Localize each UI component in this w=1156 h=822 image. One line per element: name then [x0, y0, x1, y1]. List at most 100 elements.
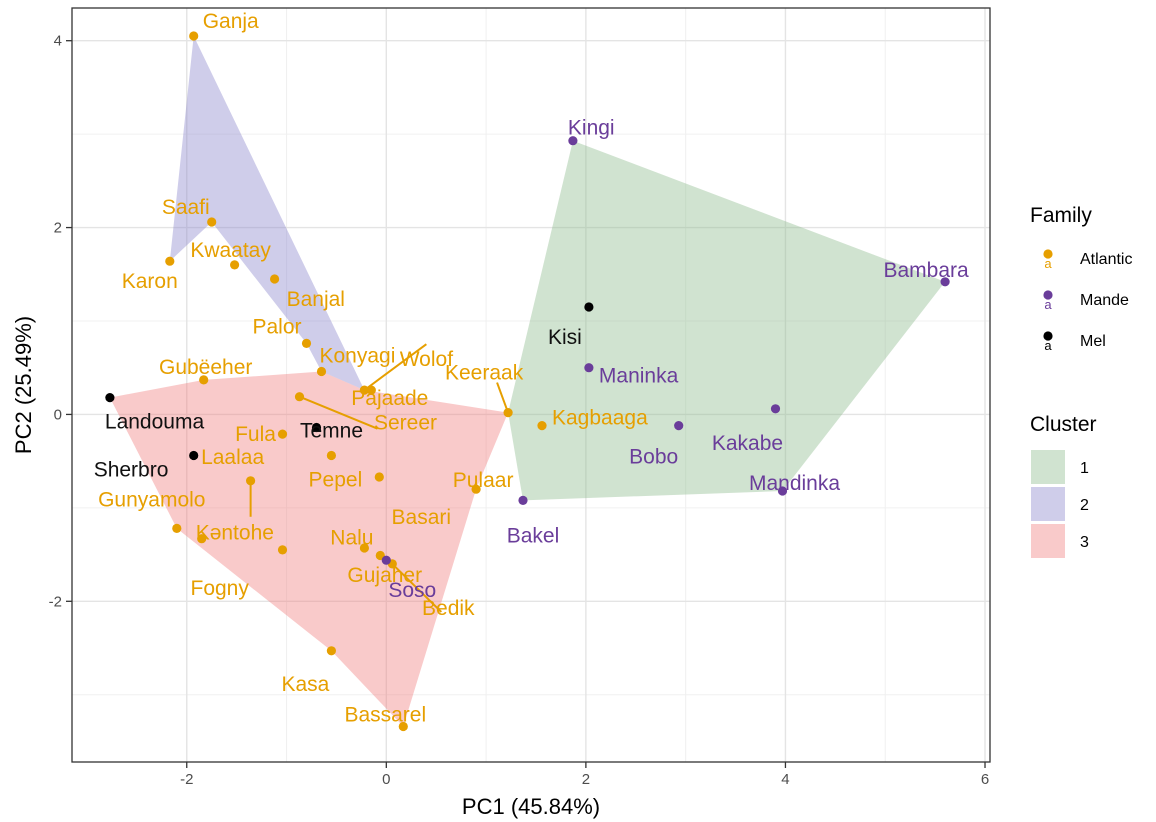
point-label: Kisi — [548, 326, 582, 349]
point-label: Maninka — [599, 365, 679, 388]
point-label: Gubëeher — [159, 356, 252, 379]
legend-key-atlantic — [1043, 249, 1053, 259]
point-label: Pajaade — [351, 387, 428, 410]
point-label: Kwaatay — [190, 239, 271, 262]
legend-key-mande — [1043, 290, 1053, 300]
legend-label-cluster-3: 3 — [1080, 534, 1089, 551]
cluster-hull-2 — [169, 36, 365, 391]
point-label: Banjal — [287, 288, 345, 311]
point-label: Laalaa — [201, 446, 264, 469]
point-label: Nalu — [330, 527, 373, 550]
y-tick-label: 0 — [54, 406, 62, 423]
point-label: Saafi — [162, 196, 210, 219]
label-leader-lines — [249, 343, 509, 613]
point-sherbro — [189, 450, 199, 461]
leader-line-keeraak — [496, 382, 509, 413]
point-label: Gunyamolo — [98, 488, 205, 511]
point-label: Soso — [388, 579, 436, 602]
y-tick-label: -2 — [49, 593, 62, 610]
point-labels: Ganja Saafi Kwaatay Karon Banjal Palor Konyagi… — [94, 10, 969, 727]
x-tick-label: 6 — [981, 771, 989, 788]
legend-title-family: Family — [1030, 204, 1092, 227]
point-label: Sherbro — [94, 459, 169, 482]
point-landouma — [105, 393, 115, 403]
legend-swatch-cluster-2 — [1031, 487, 1065, 521]
point-bakel — [518, 495, 528, 505]
point-label: Kingi — [568, 117, 615, 140]
y-tick-label: 4 — [54, 33, 62, 50]
point-label: Kasa — [281, 673, 329, 696]
point-kwaatay — [230, 260, 240, 270]
point-kisi — [584, 302, 594, 312]
legend-title-cluster: Cluster — [1030, 413, 1097, 436]
point-maninka — [584, 363, 594, 373]
point-temne — [311, 422, 322, 433]
point-ganja — [189, 31, 199, 41]
point-label: Basari — [392, 506, 452, 529]
point-konyagi — [316, 366, 327, 377]
legend-key-glyph: a — [1044, 338, 1052, 353]
point-label: Bassarel — [344, 704, 426, 727]
point-kəntohe — [197, 534, 207, 544]
point-label: Keeraak — [445, 362, 524, 385]
grid-lines — [72, 8, 990, 762]
axes: -2 0 2 4 6 -2 0 2 4 — [49, 33, 990, 788]
point-sereer — [294, 392, 305, 402]
point-label: Kakabe — [712, 432, 783, 455]
x-tick-label: 2 — [582, 771, 590, 788]
point-gubëeher — [199, 375, 209, 385]
leader-line-wolof — [363, 343, 427, 391]
point-pulaar — [471, 484, 481, 494]
point-fula — [277, 429, 288, 439]
point-pepel — [326, 450, 336, 461]
point-kakabe — [770, 404, 781, 414]
legend-swatch-cluster-3 — [1031, 524, 1065, 558]
point-label: Pepel — [309, 469, 363, 492]
point-bobo — [674, 421, 684, 431]
point-label: Bobo — [629, 446, 678, 469]
point-label: Mandinka — [749, 472, 840, 495]
point-karon — [165, 256, 175, 266]
cluster-hull-1 — [508, 140, 946, 501]
point-bambara — [940, 277, 950, 287]
y-tick-label: 2 — [54, 220, 62, 237]
point-gunyamolo — [172, 523, 182, 534]
point-mandinka — [777, 486, 788, 496]
x-tick-label: 4 — [781, 771, 789, 788]
point-banjal — [270, 274, 280, 284]
cluster-hulls — [109, 36, 946, 727]
point-label: Karon — [122, 270, 178, 293]
point-label: Ganja — [203, 10, 259, 33]
point-saafi — [207, 217, 217, 227]
point-kagbaaga — [537, 421, 547, 431]
point-label: Landouma — [105, 411, 205, 434]
point-label: Bakel — [507, 524, 560, 547]
point-pajaade — [366, 385, 376, 395]
data-points — [105, 31, 950, 732]
x-axis-title: PC1 (45.84%) — [462, 794, 600, 819]
legend-label-cluster-2: 2 — [1080, 497, 1089, 514]
point-label: Konyagi — [320, 345, 396, 368]
cluster-hull-3 — [109, 371, 509, 727]
leader-line-sereer — [299, 395, 378, 430]
legend-swatch-cluster-1 — [1031, 450, 1065, 484]
point-label: Bedik — [422, 597, 475, 620]
point-soso — [381, 555, 391, 565]
legend-label-atlantic: Atlantic — [1080, 251, 1132, 268]
point-label: Sereer — [374, 412, 437, 435]
point-kingi — [568, 136, 578, 146]
point-label: Kagbaaga — [552, 407, 648, 430]
point-basari — [374, 472, 384, 482]
point-label: Fogny — [191, 577, 250, 600]
x-tick-label: 0 — [382, 771, 390, 788]
x-tick-label: -2 — [180, 771, 193, 788]
legend-key-glyph: a — [1044, 297, 1052, 312]
panel-border — [71, 7, 991, 763]
point-label: Bambara — [883, 259, 969, 282]
leader-line-bedik — [391, 563, 443, 613]
point-label: Temne — [300, 420, 363, 443]
point-label: Pulaar — [453, 469, 514, 492]
point-label: Palor — [252, 315, 301, 338]
point-label: Fula — [235, 423, 276, 446]
